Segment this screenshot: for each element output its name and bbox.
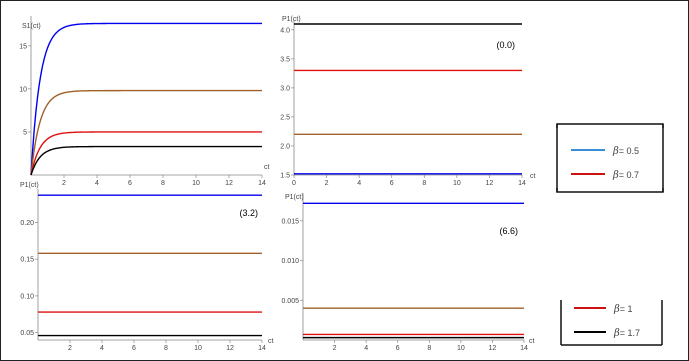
y-tick-label: 0.05 <box>20 330 34 337</box>
legend-label-beta-1-7: β= 1.7 <box>613 328 640 339</box>
x-axis-label: ct <box>268 338 274 345</box>
x-tick-label: 4 <box>357 180 361 187</box>
y-tick-label: 0.015 <box>281 218 299 225</box>
y-tick-label: 2.5 <box>280 114 290 121</box>
x-tick-label: 12 <box>486 180 494 187</box>
x-tick-label: 12 <box>489 345 497 352</box>
legend-label-beta-0-5: β= 0.5 <box>612 146 639 157</box>
panel-annotation: (0.0) <box>496 40 515 50</box>
y-axis-label: S1(ct) <box>22 23 41 30</box>
panel-annotation: (6.6) <box>499 226 518 236</box>
legend-top: β= 0.5 β= 0.7 <box>556 123 664 193</box>
x-tick-label: 4 <box>100 345 104 352</box>
x-tick-label: 14 <box>520 345 528 352</box>
y-axis-label: P1(ct) <box>285 194 304 201</box>
x-tick-label: 0 <box>292 180 296 187</box>
x-tick-label: 10 <box>453 180 461 187</box>
y-tick-label: 5 <box>23 129 27 136</box>
x-tick-label: 6 <box>132 345 136 352</box>
x-tick-label: 2 <box>62 180 66 187</box>
x-tick-label: 14 <box>258 345 266 352</box>
x-tick-label: 4 <box>364 345 368 352</box>
chart-panel-p1-3-2: 2 4 6 8 10 12 14 0.05 0.10 0.15 0.20 P1(ct) ct (3.2) <box>20 182 274 352</box>
x-tick-label: 6 <box>396 345 400 352</box>
y-tick-label: 1.5 <box>280 173 290 180</box>
y-tick-label: 2.0 <box>280 143 290 150</box>
x-tick-label: 2 <box>68 345 72 352</box>
x-tick-label: 2 <box>325 180 329 187</box>
x-axis-label: ct <box>530 173 536 180</box>
x-tick-label: 8 <box>422 180 426 187</box>
y-tick-label: 15 <box>19 43 27 50</box>
x-tick-label: 6 <box>128 180 132 187</box>
x-axis-label: ct <box>529 338 535 345</box>
series-line-0 <box>30 22 262 176</box>
x-tick-label: 2 <box>333 345 337 352</box>
y-tick-label: 0.010 <box>281 258 299 265</box>
x-tick-label: 8 <box>427 345 431 352</box>
x-tick-label: 8 <box>161 180 165 187</box>
series-line-3 <box>30 145 262 176</box>
chart-panel-s1: 2 4 6 8 10 12 14 5 10 15 S1(ct) ct <box>19 16 270 187</box>
x-tick-label: 14 <box>518 180 526 187</box>
y-tick-label: 3.0 <box>280 85 290 92</box>
y-tick-label: 3.5 <box>280 56 290 63</box>
legend-label-beta-0-7: β= 0.7 <box>612 170 639 181</box>
series-line-1 <box>30 89 262 176</box>
x-tick-label: 14 <box>258 180 266 187</box>
y-axis-label: P1(ct) <box>282 16 301 23</box>
x-tick-label: 10 <box>457 345 465 352</box>
chart-panel-p1-0-0: 0 2 4 6 8 10 12 14 1.5 2.0 2.5 3.0 3.5 4.0 P1(ct) ct (0.… <box>280 16 535 187</box>
x-tick-label: 10 <box>192 180 200 187</box>
legend-bottom: β= 1 β= 1.7 <box>560 300 663 346</box>
y-tick-label: 4.0 <box>280 27 290 34</box>
series-line-2 <box>30 131 262 176</box>
y-tick-label: 0.10 <box>20 293 34 300</box>
panel-annotation: (3.2) <box>239 208 258 218</box>
y-axis-label: P1(ct) <box>20 182 39 189</box>
x-tick-label: 12 <box>225 180 233 187</box>
y-tick-label: 10 <box>19 86 27 93</box>
x-tick-label: 8 <box>164 345 168 352</box>
y-tick-label: 0.15 <box>20 257 34 264</box>
x-tick-label: 12 <box>226 345 234 352</box>
x-tick-label: 10 <box>194 345 202 352</box>
y-tick-label: 0.20 <box>20 220 34 227</box>
legend-label-beta-1: β= 1 <box>613 304 633 315</box>
x-tick-label: 6 <box>390 180 394 187</box>
y-tick-label: 0.005 <box>281 298 299 305</box>
chart-panel-p1-6-6: 2 4 6 8 10 12 14 0.005 0.010 0.015 P1(ct) ct (6.6) <box>281 193 535 352</box>
x-axis-label: ct <box>264 164 270 171</box>
x-tick-label: 4 <box>95 180 99 187</box>
